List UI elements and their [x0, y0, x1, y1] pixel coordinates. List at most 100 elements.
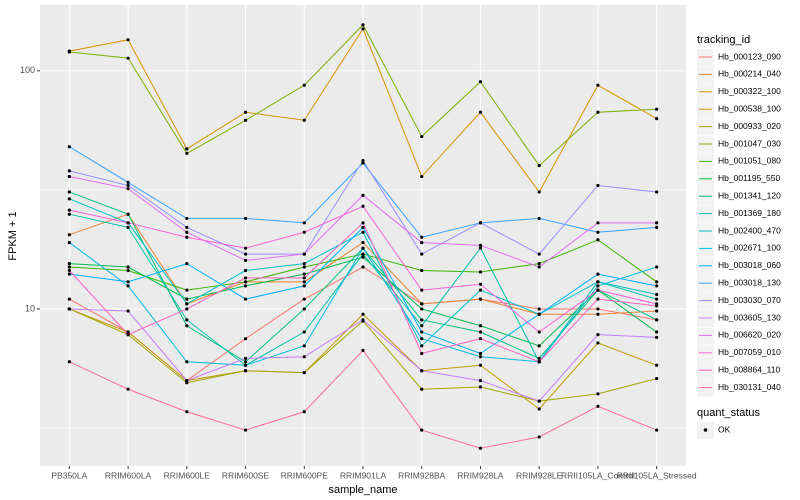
- legend-title: tracking_id: [697, 34, 750, 46]
- data-point: [478, 221, 483, 225]
- data-point: [185, 410, 189, 414]
- data-point: [243, 428, 248, 432]
- data-point: [243, 216, 248, 221]
- legend-label: Hb_001195_550: [718, 173, 781, 183]
- data-point: [478, 330, 483, 334]
- data-point: [302, 330, 306, 334]
- data-point: [655, 330, 659, 334]
- data-point: [361, 221, 365, 225]
- data-point: [596, 280, 600, 284]
- data-point: [302, 410, 306, 414]
- x-tick-label: RRIM901LA: [340, 470, 387, 480]
- data-point: [126, 187, 130, 191]
- y-axis-title: FPKM + 1: [7, 211, 19, 260]
- data-point: [67, 208, 71, 212]
- data-point: [596, 333, 600, 337]
- data-point: [596, 307, 600, 311]
- data-point: [185, 235, 189, 239]
- data-point: [361, 230, 365, 234]
- data-point: [596, 288, 600, 292]
- data-point: [126, 387, 130, 391]
- data-point: [420, 268, 424, 273]
- data-point: [243, 280, 248, 284]
- data-point: [243, 363, 248, 367]
- data-point: [361, 225, 365, 230]
- x-tick-label: RRIM600SE: [222, 470, 270, 480]
- data-point: [185, 307, 189, 311]
- data-point: [655, 309, 659, 313]
- data-point: [478, 288, 483, 292]
- data-point: [420, 337, 424, 341]
- legend-label: Hb_007059_010: [718, 347, 781, 357]
- legend-label: Hb_008864_110: [718, 364, 781, 374]
- data-point: [537, 344, 541, 348]
- legend-title: quant_status: [697, 407, 760, 419]
- y-tick-label: 100: [20, 65, 35, 75]
- data-point: [67, 297, 71, 301]
- data-point: [185, 230, 189, 234]
- data-point: [302, 262, 306, 266]
- data-point: [126, 56, 130, 60]
- data-point: [420, 134, 424, 139]
- data-point: [302, 284, 306, 288]
- data-point: [596, 341, 600, 345]
- data-point: [537, 265, 541, 269]
- data-point: [596, 83, 600, 87]
- legend-label: Hb_000322_100: [718, 86, 781, 96]
- data-point: [185, 225, 189, 230]
- legend-label: Hb_003018_060: [718, 260, 781, 270]
- data-point: [361, 240, 365, 245]
- data-point: [302, 355, 306, 359]
- data-point: [420, 344, 424, 348]
- x-tick-label: PB350LA: [51, 470, 87, 480]
- data-point: [185, 297, 189, 301]
- data-point: [67, 262, 71, 266]
- data-point: [67, 174, 71, 179]
- data-point: [243, 276, 248, 280]
- data-point: [67, 169, 71, 173]
- data-point: [420, 307, 424, 311]
- data-point: [420, 351, 424, 356]
- data-point: [537, 252, 541, 256]
- data-point: [655, 428, 659, 432]
- data-point: [302, 83, 306, 87]
- data-point: [302, 307, 306, 311]
- data-point: [243, 110, 248, 114]
- data-point: [420, 330, 424, 334]
- data-point: [478, 355, 483, 359]
- data-point: [67, 197, 71, 201]
- data-point: [243, 369, 248, 373]
- data-point: [302, 276, 306, 280]
- legend-label: Hb_000933_020: [718, 121, 781, 131]
- legend-label: Hb_002671_100: [718, 243, 781, 253]
- data-point: [478, 297, 483, 301]
- data-point: [361, 158, 365, 163]
- data-point: [302, 265, 306, 269]
- data-point: [361, 204, 365, 208]
- data-point: [655, 363, 659, 367]
- data-point: [126, 38, 130, 42]
- data-point: [67, 240, 71, 245]
- x-tick-label: RRII105LA_Stressed: [617, 470, 697, 480]
- data-point: [126, 221, 130, 225]
- data-point: [185, 288, 189, 292]
- data-point: [126, 180, 130, 184]
- data-point: [537, 307, 541, 311]
- data-point: [537, 407, 541, 411]
- data-point: [596, 221, 600, 225]
- data-point: [302, 230, 306, 234]
- data-point: [420, 324, 424, 328]
- data-point: [361, 193, 365, 197]
- data-point: [655, 376, 659, 381]
- legend-label: Hb_001369_180: [718, 208, 781, 218]
- data-point: [302, 252, 306, 256]
- data-point: [655, 304, 659, 308]
- data-point: [537, 356, 541, 360]
- data-point: [655, 284, 659, 288]
- data-point: [67, 268, 71, 273]
- data-point: [243, 356, 248, 360]
- data-point: [655, 265, 659, 269]
- data-point: [126, 280, 130, 284]
- data-point: [537, 163, 541, 168]
- data-point: [302, 344, 306, 348]
